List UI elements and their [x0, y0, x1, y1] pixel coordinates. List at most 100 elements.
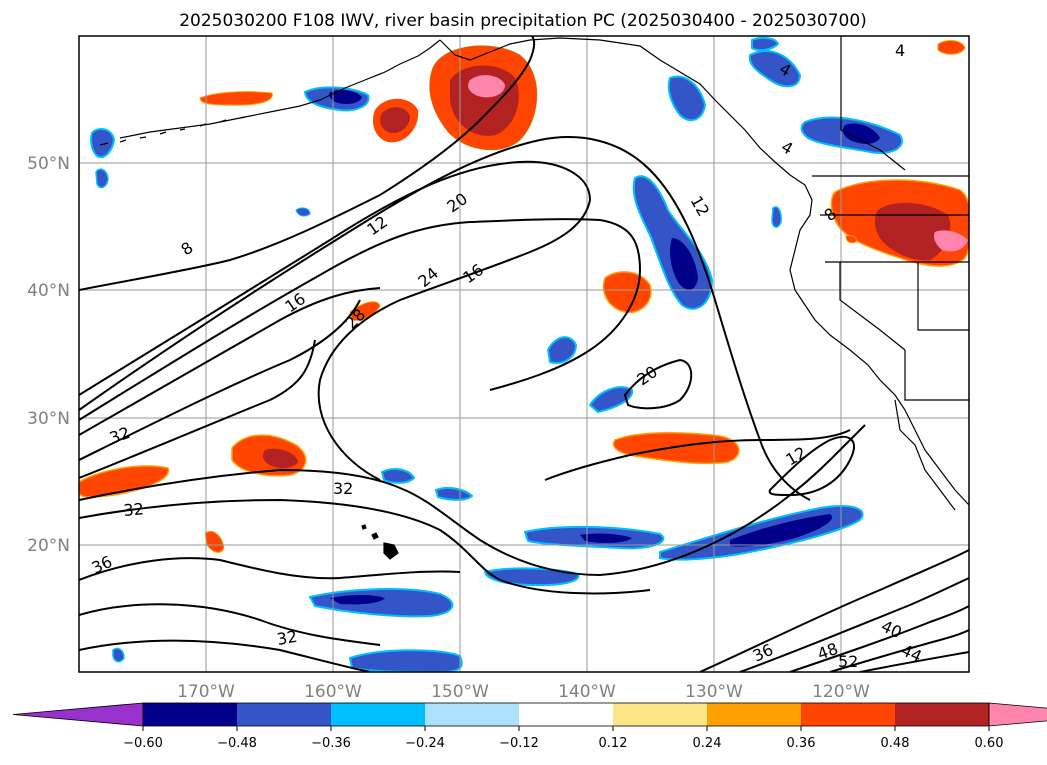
lon-tick-label: 170°W: [177, 682, 235, 702]
colorbar-tick-label: 0.12: [599, 736, 628, 751]
map-frame: [78, 35, 970, 673]
colorbar-segment: [895, 703, 989, 726]
colorbar-segment: [707, 703, 801, 726]
colorbar-tick-label: −0.36: [311, 736, 351, 751]
contour-line: [79, 339, 316, 479]
precip-area: [933, 230, 968, 252]
precip-area: [95, 168, 109, 189]
contour-line: [79, 603, 381, 646]
contour-line: [79, 36, 536, 291]
colorbar-tick-label: −0.48: [217, 736, 257, 751]
colorbar-frame: [142, 702, 990, 727]
colorbar-tick-label: 0.48: [881, 736, 910, 751]
precip-area: [329, 89, 362, 105]
lon-tick-label: 120°W: [812, 682, 870, 702]
colorbar-segment: [331, 703, 425, 726]
precip-area: [204, 531, 225, 553]
colorbar-tick-label: 0.36: [787, 736, 816, 751]
precip-area: [748, 50, 802, 88]
colorbar: −0.60 −0.48 −0.36 −0.24 −0.12 0.12 0.24 0.36 0.4…: [12, 702, 1047, 751]
precip-area: [845, 235, 857, 244]
colorbar-segment: [801, 703, 895, 726]
lon-axis: 170°W 160°W 150°W 140°W 130°W 120°W: [177, 682, 870, 702]
precip-area: [937, 40, 966, 55]
contour-line: [79, 639, 371, 672]
mexico-coast: [894, 399, 956, 511]
coastline-alaska: [119, 39, 441, 139]
figure-title: 2025030200 F108 IWV, river basin precipi…: [179, 11, 867, 31]
contour-label: 52: [838, 652, 858, 671]
precip-area: [588, 386, 634, 414]
colorbar-segment: [613, 703, 707, 726]
colorbar-segments: [12, 702, 1047, 727]
colorbar-tick-label: 0.24: [693, 736, 722, 751]
precip-area: [380, 468, 416, 484]
contour-line: [829, 629, 969, 672]
hawaii-islands: [361, 524, 399, 560]
lon-tick-label: 140°W: [558, 682, 616, 702]
contour-line: [699, 549, 969, 672]
precip-area: [348, 649, 463, 672]
contour-line: [79, 160, 592, 481]
colorbar-extend-max: [988, 702, 1047, 727]
precip-area: [468, 75, 505, 98]
colorbar-segment: [143, 703, 237, 726]
coastlines: [99, 36, 969, 560]
precip-area: [434, 486, 474, 501]
contour-line: [623, 358, 693, 410]
colorbar-segment: [425, 703, 519, 726]
iwv-contours: [79, 36, 969, 672]
precip-area: [112, 647, 125, 663]
precip-area: [842, 123, 880, 144]
lat-tick-label: 30°N: [27, 409, 70, 429]
contour-line: [544, 429, 851, 481]
border-alaska-canada: [840, 36, 906, 171]
precip-shading: [79, 36, 969, 672]
colorbar-extend-min: [12, 702, 144, 727]
colorbar-tick-label: −0.60: [123, 736, 163, 751]
precip-area: [546, 336, 578, 364]
map-panel: 8 12 16 20 24 28 32 32 32 36 20 16 12 12…: [78, 35, 970, 673]
colorbar-tick-label: 0.60: [975, 736, 1004, 751]
lat-tick-label: 20°N: [27, 536, 70, 556]
lat-tick-label: 40°N: [27, 281, 70, 301]
colorbar-segment: [519, 703, 613, 726]
precip-area: [90, 127, 116, 158]
lon-tick-label: 130°W: [685, 682, 743, 702]
contour-line: [739, 577, 969, 672]
precip-area: [612, 431, 740, 465]
precip-area: [263, 448, 298, 469]
lon-tick-label: 160°W: [304, 682, 362, 702]
colorbar-ticks: −0.60 −0.48 −0.36 −0.24 −0.12 0.12 0.24 0.36 0.4…: [123, 726, 1003, 751]
contour-label: 32: [123, 499, 145, 520]
precip-area: [295, 207, 311, 217]
precip-area: [330, 595, 385, 605]
colorbar-segment: [237, 703, 331, 726]
precip-area: [771, 206, 782, 228]
precip-area: [670, 238, 698, 290]
state-border: [820, 214, 969, 401]
contour-line: [859, 651, 969, 672]
contour-label: 4: [895, 41, 905, 60]
precip-area: [349, 301, 381, 321]
contour-line: [79, 299, 361, 461]
lat-axis: 50°N 40°N 30°N 20°N: [27, 154, 70, 556]
contour-label: 32: [333, 479, 353, 498]
precip-area: [730, 514, 832, 547]
contour-line: [79, 218, 642, 421]
precip-area: [751, 36, 780, 52]
precip-area: [199, 91, 273, 106]
contour-line: [79, 136, 811, 501]
coastline-alaska-south: [439, 37, 969, 506]
contour-line: [79, 557, 461, 581]
contour-line: [768, 435, 855, 497]
precip-area: [874, 202, 951, 261]
lon-tick-label: 150°W: [431, 682, 489, 702]
precip-area: [580, 533, 632, 543]
colorbar-tick-label: −0.12: [499, 736, 539, 751]
contour-line: [79, 287, 381, 436]
aleutian-islands: [99, 116, 246, 146]
lat-tick-label: 50°N: [27, 154, 70, 174]
contour-line: [789, 605, 969, 672]
